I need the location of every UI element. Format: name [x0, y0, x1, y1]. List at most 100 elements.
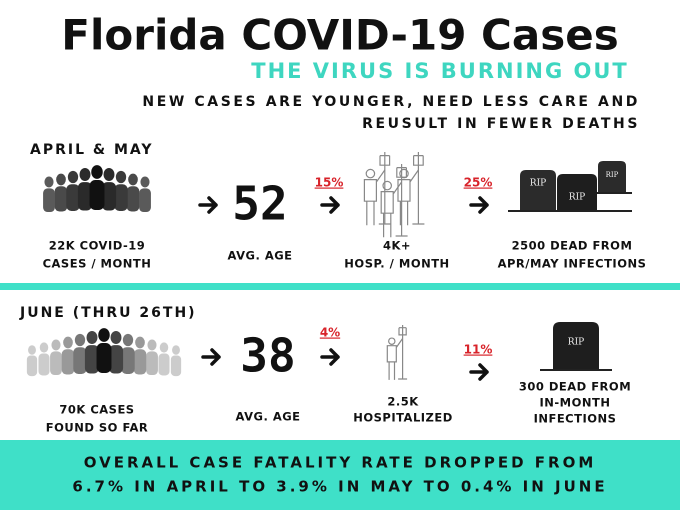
avg-age: 38	[240, 329, 295, 383]
deaths: IN-MONTH	[540, 396, 611, 410]
death-rate: 11%	[464, 343, 493, 357]
body	[54, 186, 68, 212]
body	[50, 351, 62, 376]
head	[98, 328, 110, 342]
head	[172, 345, 180, 355]
avg-age-label: AVG. AGE	[227, 249, 292, 263]
body	[139, 188, 151, 213]
avg-age: 52	[232, 177, 287, 231]
arrow	[201, 348, 221, 366]
body	[114, 184, 128, 211]
hospitalized: HOSPITALIZED	[353, 411, 453, 425]
hosp-rate: 4%	[320, 326, 340, 340]
patient-body	[397, 169, 419, 226]
hospitalized: HOSP. / MONTH	[344, 257, 449, 271]
hospitalized: 2.5K	[387, 395, 419, 409]
body	[61, 349, 75, 375]
body	[158, 353, 170, 376]
head	[67, 170, 79, 184]
head	[51, 339, 61, 351]
rip: RIP	[569, 193, 585, 203]
avg-age-label: AVG. AGE	[235, 410, 300, 424]
body	[77, 182, 93, 211]
tombstones: RIP RIP RIP	[508, 161, 632, 212]
iv-stand	[412, 152, 425, 225]
rip: RIP	[606, 171, 619, 179]
footer: 6.7% IN APRIL TO 3.9% IN MAY TO 0.4% IN …	[72, 478, 607, 496]
head	[86, 330, 98, 345]
head	[110, 330, 122, 345]
head	[39, 342, 49, 353]
head	[159, 342, 169, 353]
deaths: 2500 DEAD FROM	[512, 239, 633, 253]
footer: OVERALL CASE FATALITY RATE DROPPED FROM	[84, 454, 597, 472]
title: Florida COVID-19 Cases	[61, 11, 618, 60]
cases: 70K CASES	[59, 403, 134, 417]
tagline: REUSULT IN FEWER DEATHS	[362, 116, 640, 132]
head	[28, 345, 36, 355]
head	[128, 173, 138, 186]
deaths: APR/MAY INFECTIONS	[498, 257, 647, 271]
head	[140, 176, 150, 188]
deaths: 300 DEAD FROM	[519, 380, 631, 394]
rip: RIP	[530, 179, 546, 189]
body	[84, 345, 100, 374]
hospital-icon	[386, 325, 408, 380]
footer-band	[0, 440, 680, 510]
cases: FOUND SO FAR	[46, 421, 149, 435]
head	[44, 176, 54, 188]
deaths: INFECTIONS	[534, 412, 617, 426]
patient-body	[380, 181, 403, 238]
crowd-icon	[43, 165, 151, 213]
hospital-icon	[363, 152, 425, 238]
head	[147, 339, 157, 351]
patient-head	[382, 180, 392, 191]
body	[101, 182, 117, 211]
patient-head	[399, 168, 409, 179]
cases: CASES / MONTH	[43, 257, 152, 271]
patient-head	[388, 337, 396, 345]
body	[170, 355, 182, 377]
body	[96, 343, 112, 373]
subtitle: THE VIRUS IS BURNING OUT	[251, 59, 629, 83]
head	[74, 333, 86, 347]
head	[135, 336, 145, 349]
body	[108, 345, 124, 374]
hospitalized: 4K+	[383, 239, 411, 253]
hosp-rate: 15%	[315, 176, 344, 190]
iv-stand	[395, 164, 408, 237]
arrow	[469, 196, 489, 214]
head	[115, 170, 127, 184]
head	[56, 173, 66, 186]
arrow	[320, 196, 340, 214]
patient-body	[386, 338, 404, 380]
head	[122, 333, 134, 347]
tombstones: RIP	[540, 322, 612, 371]
body	[133, 349, 147, 375]
head	[79, 167, 91, 182]
head	[63, 336, 73, 349]
body	[26, 355, 38, 377]
body	[121, 347, 135, 374]
death-rate: 25%	[464, 176, 493, 190]
section-label: APRIL & MAY	[30, 142, 154, 158]
body	[66, 184, 80, 211]
body	[73, 347, 87, 374]
cases: 22K COVID-19	[49, 239, 146, 253]
arrow	[198, 196, 218, 214]
patient-head	[365, 168, 376, 179]
head	[91, 165, 103, 179]
body	[126, 186, 140, 212]
arrow	[320, 348, 340, 366]
tagline: NEW CASES ARE YOUNGER, NEED LESS CARE AN…	[142, 94, 640, 110]
body	[43, 188, 55, 213]
body	[89, 180, 105, 210]
body	[38, 353, 50, 376]
arrow	[469, 363, 489, 381]
body	[146, 351, 158, 376]
iv-stand	[378, 152, 391, 225]
section-label: JUNE (THRU 26TH)	[19, 305, 197, 321]
patient-body	[363, 169, 386, 226]
head	[103, 167, 115, 182]
